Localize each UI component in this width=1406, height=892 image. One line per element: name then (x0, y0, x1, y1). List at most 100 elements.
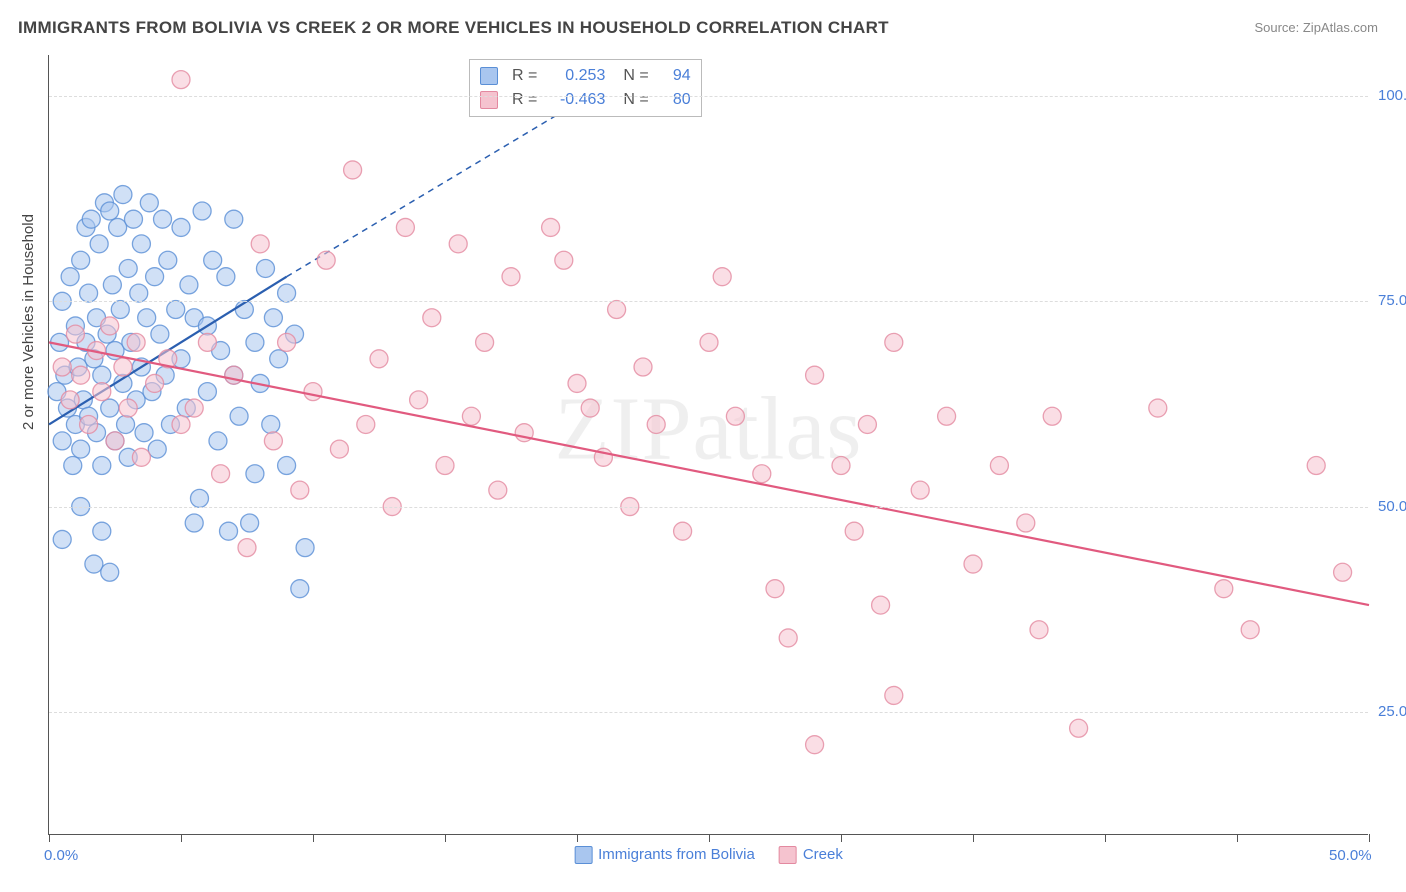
data-point (217, 268, 235, 286)
data-point (64, 457, 82, 475)
data-point (330, 440, 348, 458)
data-point (278, 284, 296, 302)
data-point (198, 383, 216, 401)
data-point (220, 522, 238, 540)
legend-r-label: R = (512, 64, 537, 88)
data-point (634, 358, 652, 376)
data-point (246, 333, 264, 351)
data-point (109, 218, 127, 236)
data-point (568, 374, 586, 392)
data-point (410, 391, 428, 409)
data-point (146, 374, 164, 392)
gridline (49, 507, 1368, 508)
data-point (117, 415, 135, 433)
data-point (278, 457, 296, 475)
data-point (238, 539, 256, 557)
data-point (225, 210, 243, 228)
data-point (832, 457, 850, 475)
data-point (53, 358, 71, 376)
data-point (990, 457, 1008, 475)
legend-n-value: 80 (657, 88, 691, 112)
data-point (317, 251, 335, 269)
data-point (140, 194, 158, 212)
y-tick-label: 100.0% (1378, 87, 1406, 104)
data-point (209, 432, 227, 450)
legend-swatch (779, 846, 797, 864)
scatter-svg (49, 55, 1368, 834)
data-point (159, 251, 177, 269)
data-point (130, 284, 148, 302)
data-point (132, 235, 150, 253)
data-point (185, 514, 203, 532)
data-point (581, 399, 599, 417)
data-point (72, 251, 90, 269)
data-point (262, 415, 280, 433)
legend-swatch (480, 91, 498, 109)
data-point (101, 317, 119, 335)
data-point (135, 424, 153, 442)
y-tick-label: 75.0% (1378, 292, 1406, 309)
data-point (296, 539, 314, 557)
data-point (779, 629, 797, 647)
data-point (489, 481, 507, 499)
legend-label: Creek (803, 846, 843, 863)
data-point (106, 432, 124, 450)
x-tick (1105, 834, 1106, 842)
data-point (146, 268, 164, 286)
data-point (291, 580, 309, 598)
data-point (270, 350, 288, 368)
data-point (423, 309, 441, 327)
data-point (608, 301, 626, 319)
legend-n-value: 94 (657, 64, 691, 88)
data-point (124, 210, 142, 228)
data-point (53, 530, 71, 548)
data-point (127, 333, 145, 351)
data-point (256, 259, 274, 277)
legend-r-value: -0.463 (545, 88, 605, 112)
data-point (93, 522, 111, 540)
data-point (806, 736, 824, 754)
series-legend: Immigrants from Bolivia Creek (574, 846, 843, 864)
legend-n-label: N = (623, 88, 648, 112)
data-point (370, 350, 388, 368)
data-point (66, 325, 84, 343)
y-axis-label: 2 or more Vehicles in Household (20, 214, 37, 430)
data-point (111, 301, 129, 319)
data-point (119, 259, 137, 277)
data-point (357, 415, 375, 433)
data-point (647, 415, 665, 433)
source-prefix: Source: (1254, 20, 1302, 35)
data-point (80, 415, 98, 433)
data-point (502, 268, 520, 286)
data-point (1017, 514, 1035, 532)
x-tick-label: 50.0% (1329, 847, 1372, 864)
data-point (476, 333, 494, 351)
data-point (61, 391, 79, 409)
gridline (49, 96, 1368, 97)
data-point (72, 366, 90, 384)
data-point (845, 522, 863, 540)
data-point (103, 276, 121, 294)
data-point (1043, 407, 1061, 425)
y-tick-label: 25.0% (1378, 703, 1406, 720)
data-point (938, 407, 956, 425)
y-tick-label: 50.0% (1378, 498, 1406, 515)
x-tick (181, 834, 182, 842)
data-point (1307, 457, 1325, 475)
data-point (1149, 399, 1167, 417)
legend-item: Immigrants from Bolivia (574, 846, 755, 864)
data-point (858, 415, 876, 433)
x-tick (445, 834, 446, 842)
data-point (53, 432, 71, 450)
data-point (449, 235, 467, 253)
x-tick (709, 834, 710, 842)
legend-r-label: R = (512, 88, 537, 112)
legend-r-value: 0.253 (545, 64, 605, 88)
x-tick (49, 834, 50, 842)
data-point (291, 481, 309, 499)
data-point (190, 489, 208, 507)
data-point (85, 555, 103, 573)
data-point (114, 358, 132, 376)
data-point (462, 407, 480, 425)
data-point (1070, 719, 1088, 737)
